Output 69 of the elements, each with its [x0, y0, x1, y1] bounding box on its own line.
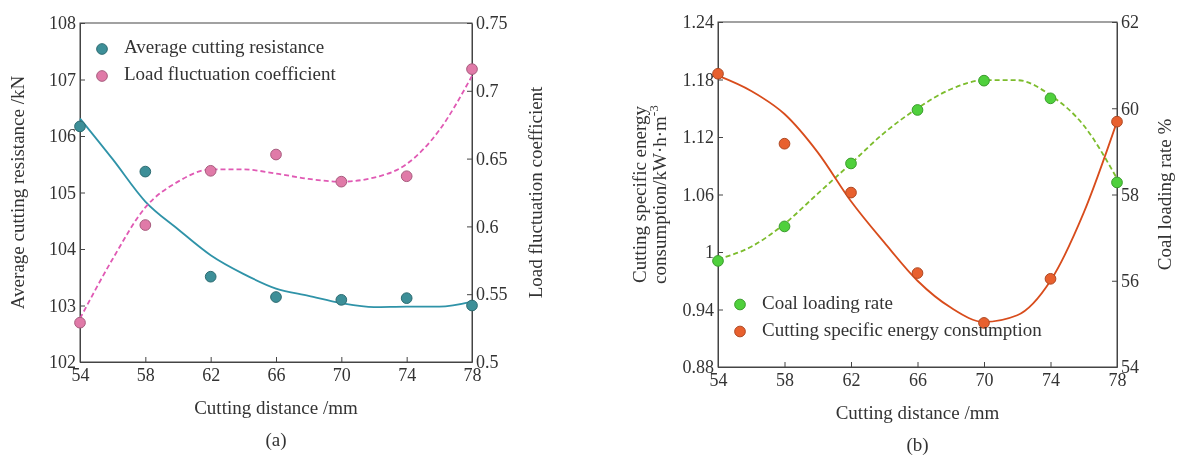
- y2-tick-label: 0.6: [476, 216, 499, 237]
- x-tick-label: 74: [1042, 369, 1060, 390]
- point: [466, 299, 478, 312]
- legend-label: Load fluctuation coefficient: [124, 63, 337, 85]
- x-tick-label: 70: [975, 369, 994, 390]
- y-tick-label: 108: [49, 13, 76, 34]
- y-tick-label: 0.94: [682, 299, 714, 320]
- point: [1111, 176, 1123, 189]
- point: [139, 165, 152, 178]
- point: [911, 267, 924, 279]
- legend-label: Cutting specific energy consumption: [762, 318, 1043, 340]
- point: [204, 164, 217, 177]
- point: [74, 120, 86, 133]
- x-axis-title: Cutting distance /mm: [835, 402, 1000, 424]
- y-tick-label: 105: [49, 182, 76, 203]
- y-tick-label: 107: [49, 69, 76, 90]
- y2-tick-label: 58: [1121, 184, 1139, 205]
- y2-tick-label: 0.7: [476, 81, 499, 102]
- x-tick-label: 62: [842, 369, 861, 390]
- point: [1044, 272, 1057, 285]
- point: [911, 104, 924, 116]
- x-tick-label: 74: [398, 364, 417, 385]
- point: [204, 270, 217, 283]
- point: [335, 175, 348, 188]
- x-tick-label: 62: [202, 364, 221, 385]
- y-tick-label: 103: [49, 295, 76, 316]
- point: [1111, 115, 1123, 128]
- text: (a): [265, 429, 287, 452]
- x-tick-label: 58: [136, 364, 155, 385]
- x-tick-label: 58: [776, 369, 794, 390]
- point: [778, 137, 791, 150]
- y-tick-label: 1.24: [682, 12, 714, 33]
- point: [270, 148, 282, 161]
- x-tick-label: 70: [332, 364, 351, 385]
- point: [139, 219, 152, 231]
- y-tick-label: 1.18: [682, 69, 714, 90]
- point: [335, 294, 348, 306]
- x-tick-label: 66: [267, 364, 286, 385]
- y2-axis-title: Coal loading rate %: [1154, 118, 1176, 271]
- y2-tick-label: 56: [1121, 271, 1139, 292]
- y2-tick-label: 60: [1121, 98, 1139, 119]
- y-tick-label: 1.06: [682, 184, 714, 205]
- point: [845, 186, 857, 199]
- point: [74, 316, 86, 329]
- y2-axis-title: Load fluctuation coefficient: [525, 85, 547, 299]
- point: [270, 291, 282, 303]
- text: (b): [906, 434, 929, 457]
- point: [712, 67, 724, 80]
- y2-tick-label: 0.55: [476, 284, 508, 305]
- point: [466, 63, 478, 75]
- legend-label: Coal loading rate: [762, 291, 893, 313]
- y2-tick-label: 62: [1121, 12, 1139, 33]
- point: [400, 170, 413, 183]
- point: [845, 157, 857, 170]
- point: [1044, 92, 1057, 105]
- legend-label: Average cutting resistance: [124, 36, 325, 58]
- y-tick-label: 104: [49, 239, 76, 260]
- y2-tick-label: 0.65: [476, 148, 508, 169]
- point: [778, 220, 791, 233]
- point: [712, 255, 724, 267]
- y-axis-title: Average cutting resistance /kN: [7, 75, 29, 310]
- x-axis-title: Cutting distance /mm: [194, 397, 359, 419]
- point: [400, 292, 413, 304]
- y-tick-label: 106: [49, 126, 76, 147]
- y-tick-label: 1.12: [682, 127, 714, 148]
- point: [978, 74, 990, 87]
- x-tick-label: 66: [909, 369, 927, 390]
- y2-tick-label: 0.75: [476, 13, 508, 34]
- y-tick-label: 1: [705, 242, 714, 263]
